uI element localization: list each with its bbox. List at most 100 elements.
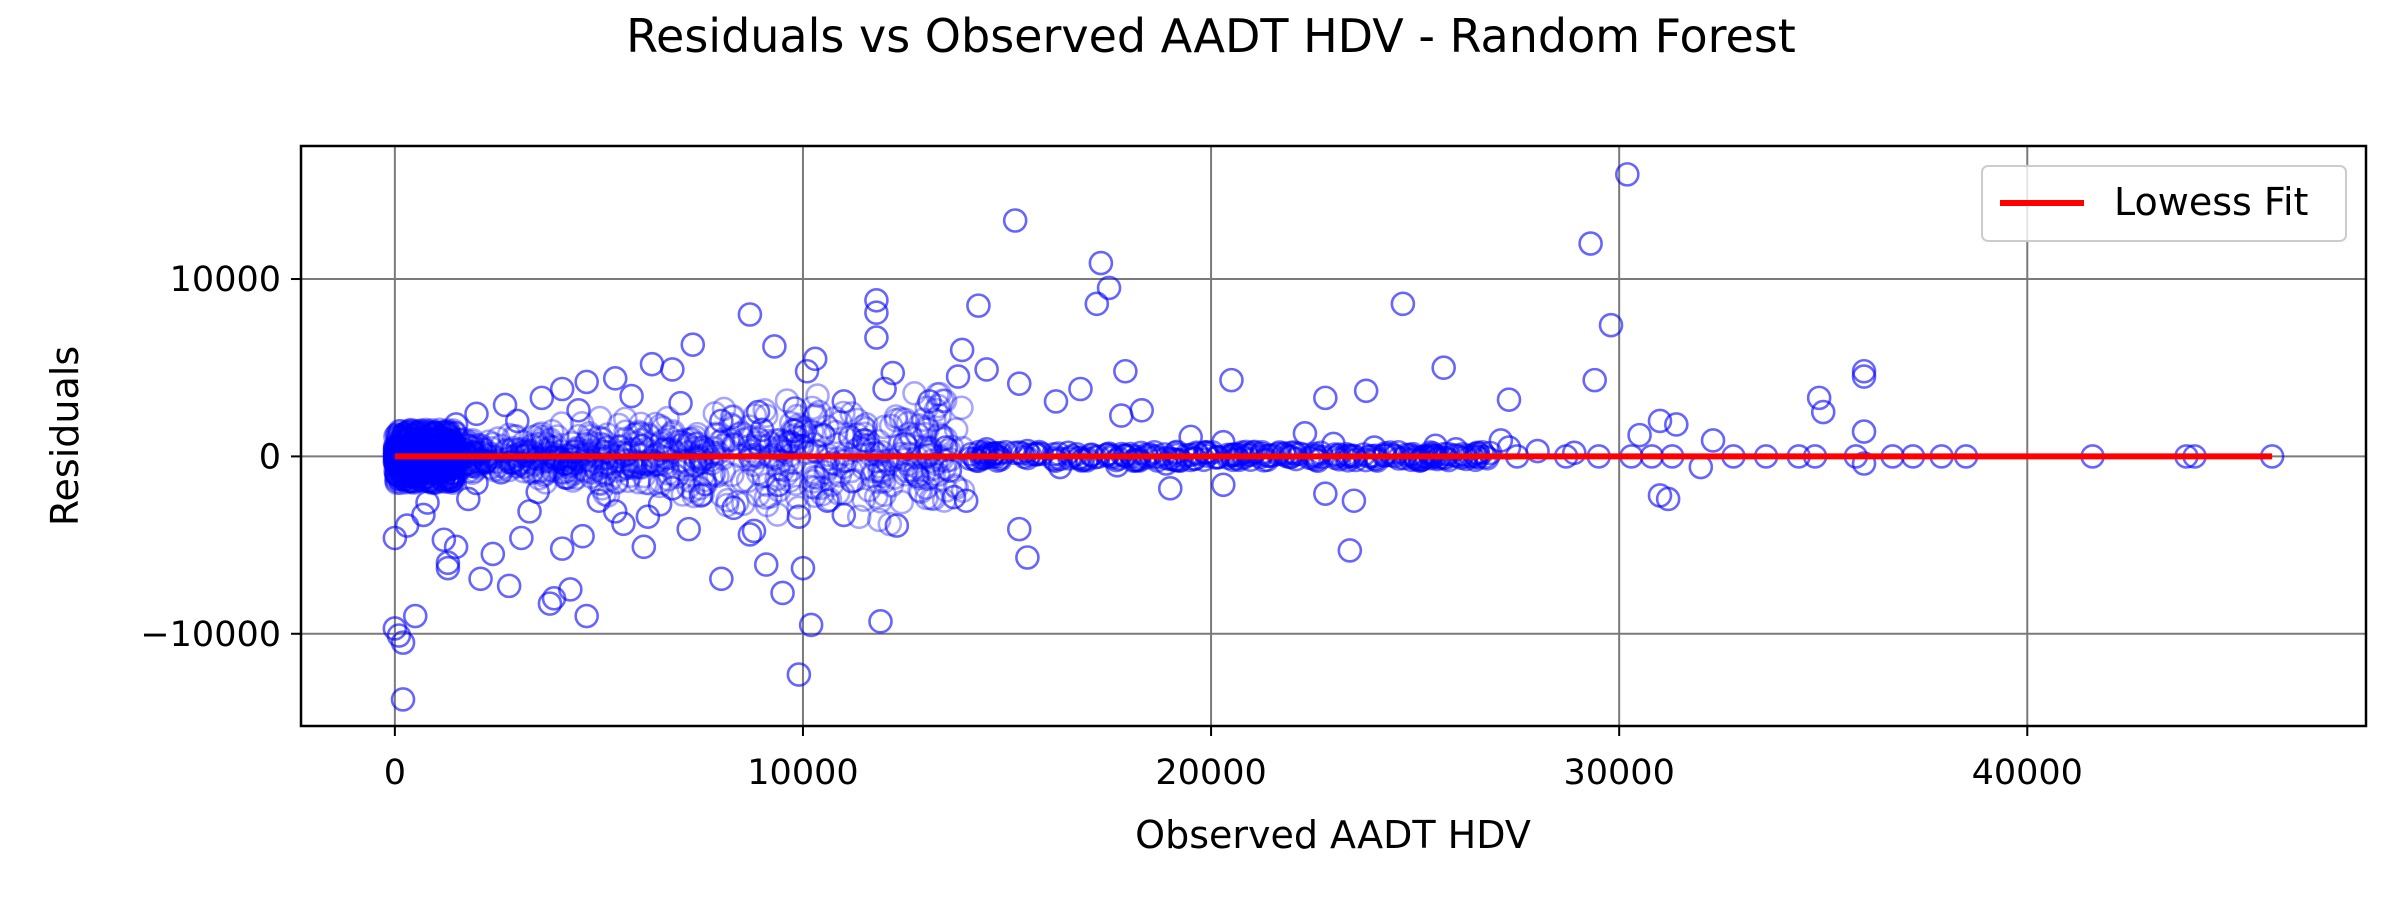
- scatter-point: [382, 525, 408, 551]
- scatter-point: [441, 451, 466, 476]
- scatter-point: [945, 364, 971, 389]
- legend-lowess-label: Lowess Fit: [2114, 180, 2308, 224]
- scatter-point: [878, 413, 904, 439]
- scatter-point: [626, 419, 652, 445]
- scatter-point: [737, 425, 763, 451]
- scatter-point: [410, 460, 436, 485]
- scatter-point: [587, 405, 613, 431]
- scatter-point: [688, 483, 714, 508]
- scatter-point: [660, 476, 685, 501]
- scatter-point: [1113, 358, 1138, 384]
- scatter-point: [704, 422, 729, 448]
- scatter-point: [384, 461, 409, 487]
- scatter-point: [872, 376, 897, 402]
- scatter-point: [435, 450, 461, 475]
- scatter-point: [1055, 440, 1081, 466]
- scatter-point: [519, 438, 544, 464]
- scatter-point: [1488, 428, 1514, 453]
- scatter-point: [574, 369, 599, 395]
- scatter-point: [509, 436, 535, 462]
- scatter-point: [1015, 545, 1040, 570]
- scatter-point: [786, 495, 811, 521]
- scatter-point: [426, 448, 451, 474]
- scatter-point: [1233, 439, 1259, 465]
- scatter-point: [798, 612, 824, 638]
- scatter-point: [576, 440, 601, 466]
- scatter-point: [384, 462, 409, 488]
- scatter-point: [927, 422, 953, 447]
- scatter-point: [440, 459, 465, 485]
- scatter-point: [399, 468, 425, 494]
- scatter-point: [891, 447, 917, 473]
- y-axis-label: Residuals: [43, 346, 87, 526]
- scatter-point: [721, 495, 746, 521]
- scatter-point: [1006, 516, 1032, 542]
- scatter-point: [538, 427, 563, 452]
- scatter-point: [435, 469, 460, 494]
- scatter-point: [466, 451, 492, 477]
- scatter-point: [434, 448, 459, 474]
- scatter-point: [1337, 538, 1363, 563]
- scatter-point: [402, 464, 427, 490]
- scatter-point: [509, 448, 535, 474]
- scatter-point: [411, 424, 436, 449]
- y-tick-label: 10000: [170, 260, 281, 300]
- scatter-point: [464, 401, 489, 427]
- scatter-point: [647, 491, 673, 517]
- scatter-point: [562, 450, 588, 476]
- scatter-point: [525, 459, 551, 485]
- scatter-point: [781, 450, 807, 476]
- scatter-point: [917, 389, 942, 414]
- scatter-point: [846, 504, 872, 530]
- scatter-point: [529, 421, 554, 446]
- scatter-point: [753, 552, 779, 577]
- scatter-point: [813, 459, 839, 485]
- scatter-point: [416, 421, 441, 447]
- scatter-point: [578, 451, 604, 476]
- scatter-point: [574, 603, 599, 629]
- scatter-point: [443, 451, 468, 476]
- scatter-point: [800, 468, 826, 494]
- scatter-point: [690, 447, 715, 472]
- scatter-point: [396, 448, 422, 474]
- scatter-point: [384, 470, 410, 496]
- scatter-point: [751, 463, 777, 489]
- scatter-point: [1496, 387, 1522, 412]
- scatter-point: [799, 395, 825, 421]
- scatter-point: [446, 438, 472, 464]
- scatter-point: [648, 437, 673, 463]
- scatter-point: [589, 471, 614, 496]
- scatter-point: [382, 437, 408, 463]
- scatter-point: [566, 397, 591, 423]
- scatter-point: [811, 422, 836, 448]
- scatter-point: [1806, 385, 1832, 411]
- scatter-point: [521, 424, 546, 450]
- scatter-point: [777, 468, 803, 494]
- y-tick-label: 0: [259, 437, 281, 477]
- scatter-point: [604, 448, 630, 474]
- scatter-point: [394, 467, 419, 492]
- scatter-point: [711, 459, 737, 485]
- scatter-point: [650, 415, 676, 441]
- scatter-point: [736, 414, 762, 439]
- scatter-point: [407, 429, 432, 455]
- scatter-point: [413, 458, 438, 483]
- scatter-point: [685, 421, 710, 447]
- scatter-point: [389, 449, 415, 475]
- scatter-point: [468, 566, 493, 592]
- scatter-point: [431, 420, 457, 445]
- scatter-point: [664, 464, 690, 490]
- scatter-point: [413, 465, 438, 490]
- scatter-point: [460, 428, 486, 453]
- scatter-point: [925, 382, 950, 407]
- scatter-point: [441, 440, 467, 466]
- scatter-point: [430, 452, 456, 477]
- scatter-point: [435, 440, 460, 465]
- scatter-point: [866, 469, 892, 495]
- scatter-point: [390, 464, 415, 489]
- scatter-point: [721, 414, 746, 439]
- scatter-point: [384, 439, 409, 464]
- scatter-point: [688, 448, 713, 474]
- scatter-point: [705, 440, 731, 466]
